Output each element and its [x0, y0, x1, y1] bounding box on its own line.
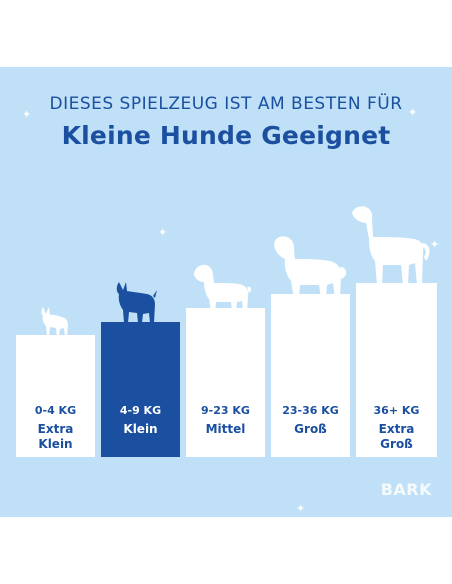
size-name: Extra Groß [378, 422, 415, 451]
bark-logo: BARK [380, 480, 432, 499]
medium-dog-icon [192, 263, 252, 313]
star-icon: ✦ [22, 108, 32, 121]
large-dog-icon [270, 235, 348, 301]
size-label: 0-4 KG Extra Klein [16, 403, 95, 452]
star-icon: ✦ [430, 238, 440, 251]
size-range: 4-9 KG [119, 404, 162, 417]
size-range: 0-4 KG [34, 404, 77, 417]
size-range: 36+ KG [373, 404, 420, 417]
chihuahua-icon [37, 305, 71, 337]
size-podium-large: 23-36 KG Groß [271, 294, 350, 457]
size-range: 9-23 KG [201, 404, 250, 417]
size-label: 4-9 KG Klein [101, 403, 180, 437]
size-podium-extra-small: 0-4 KG Extra Klein [16, 335, 95, 457]
headline-subtitle: DIESES SPIELZEUG IST AM BESTEN FÜR [49, 94, 403, 114]
size-name: Mittel [205, 422, 246, 436]
size-podium-medium: 9-23 KG Mittel [186, 308, 265, 457]
size-podium-small: 4-9 KG Klein [101, 322, 180, 457]
terrier-icon [115, 280, 157, 324]
size-label: 23-36 KG Groß [271, 403, 350, 437]
size-podium-extra-large: 36+ KG Extra Groß [356, 283, 437, 457]
great-dane-icon [350, 205, 434, 287]
size-name: Klein [123, 422, 158, 436]
size-range: 23-36 KG [282, 404, 339, 417]
size-chart-card: ✦ ✦ ✦ ✦ ✦ DIESES SPIELZEUG IST AM BESTEN… [0, 67, 452, 517]
star-icon: ✦ [408, 106, 418, 119]
size-name: Groß [294, 422, 327, 436]
headline-title: Kleine Hunde Geeignet [61, 121, 391, 150]
size-label: 36+ KG Extra Groß [356, 403, 437, 452]
size-label: 9-23 KG Mittel [186, 403, 265, 437]
star-icon: ✦ [296, 502, 306, 515]
size-name: Extra Klein [37, 422, 74, 451]
star-icon: ✦ [158, 226, 168, 239]
